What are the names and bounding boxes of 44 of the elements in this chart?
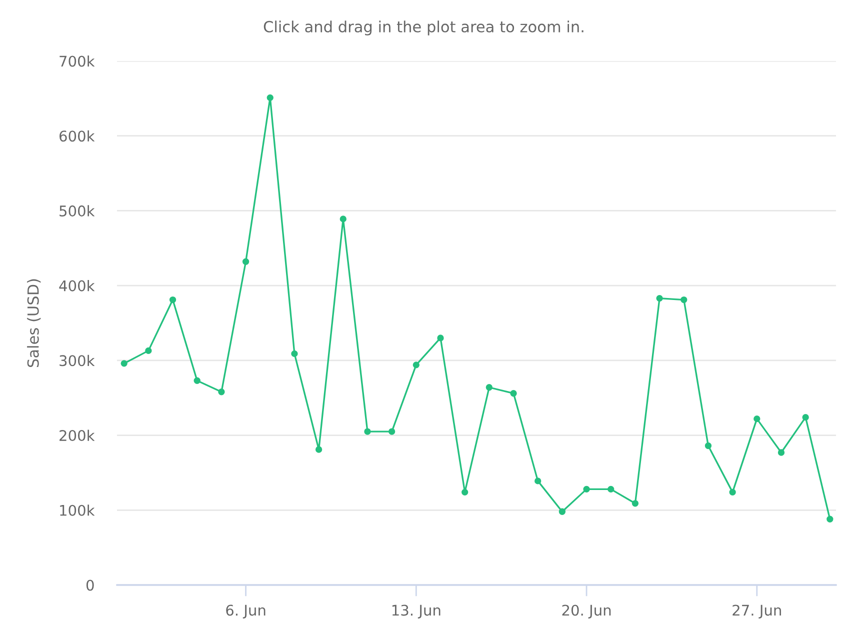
point bbox=[729, 488, 736, 496]
point bbox=[120, 360, 128, 367]
point bbox=[462, 488, 468, 496]
x-tick-label: 13. Jun bbox=[392, 604, 440, 618]
point bbox=[704, 442, 712, 450]
y-tick-label: 200k bbox=[60, 430, 95, 442]
y-axis-title: Sales (USD) bbox=[27, 279, 41, 368]
x-tick-label: 20. Jun bbox=[562, 604, 611, 618]
y-tick-label: 600k bbox=[60, 130, 95, 142]
y-tick-label: 0 bbox=[86, 580, 94, 591]
x-tick-label: 6. Jun bbox=[226, 604, 266, 618]
point bbox=[218, 388, 225, 396]
y-tick-label: 100k bbox=[60, 504, 95, 516]
point bbox=[486, 384, 493, 391]
point bbox=[291, 350, 298, 358]
point bbox=[145, 347, 152, 354]
point bbox=[340, 216, 346, 222]
point bbox=[608, 486, 614, 493]
point bbox=[778, 449, 785, 456]
point bbox=[802, 414, 809, 421]
x-tick-label: 27. Jun bbox=[732, 604, 781, 618]
point bbox=[583, 486, 590, 493]
point bbox=[388, 428, 396, 435]
point bbox=[680, 296, 688, 304]
point bbox=[826, 516, 834, 522]
chart-subtitle: Click and drag in the plot area to zoom in. bbox=[264, 20, 584, 36]
point bbox=[242, 258, 250, 265]
point bbox=[656, 294, 663, 302]
y-tick-label: 700k bbox=[60, 55, 95, 67]
point bbox=[315, 446, 322, 453]
point bbox=[169, 296, 176, 304]
point bbox=[558, 508, 566, 515]
point bbox=[437, 334, 444, 342]
point bbox=[754, 415, 760, 422]
point bbox=[632, 500, 639, 507]
point bbox=[194, 377, 200, 384]
point bbox=[412, 362, 420, 368]
point bbox=[364, 428, 371, 435]
y-tick-label: 400k bbox=[59, 280, 95, 292]
point bbox=[510, 390, 517, 397]
point bbox=[266, 94, 274, 102]
y-tick-label: 300k bbox=[60, 354, 95, 366]
y-tick-label: 500k bbox=[60, 205, 95, 216]
point bbox=[534, 478, 542, 484]
